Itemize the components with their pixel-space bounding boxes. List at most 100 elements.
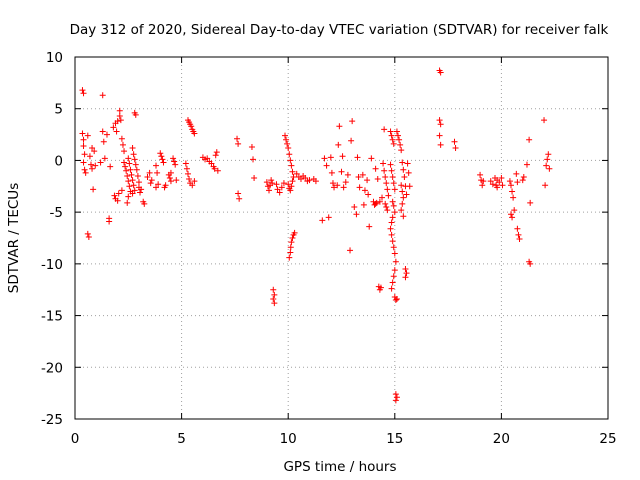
data-point — [399, 200, 406, 207]
data-point — [80, 142, 87, 149]
data-point — [402, 266, 409, 273]
data-point — [130, 182, 137, 189]
data-point — [406, 183, 413, 190]
data-point — [392, 258, 399, 265]
data-point — [138, 186, 145, 193]
data-point — [117, 117, 124, 124]
data-point — [349, 118, 356, 125]
data-point — [137, 189, 144, 196]
data-point — [323, 162, 330, 169]
data-point — [235, 190, 242, 197]
data-point — [354, 154, 361, 161]
data-point — [208, 160, 215, 167]
data-point — [103, 131, 110, 138]
data-point — [90, 186, 97, 193]
data-point — [389, 173, 396, 180]
data-point — [99, 92, 106, 99]
data-point — [130, 151, 137, 158]
data-point — [355, 173, 362, 180]
data-point — [148, 177, 155, 184]
data-point — [388, 285, 395, 292]
data-point — [513, 170, 520, 177]
data-point — [391, 209, 398, 216]
data-point — [336, 123, 343, 130]
data-point — [126, 183, 133, 190]
data-point — [325, 214, 332, 221]
data-point — [393, 128, 400, 135]
data-point — [297, 176, 304, 183]
data-point — [397, 141, 404, 148]
data-point — [381, 167, 388, 174]
data-point — [437, 141, 444, 148]
data-point — [119, 141, 126, 148]
data-point — [329, 180, 336, 187]
data-point — [507, 182, 514, 189]
axis-ticks — [74, 56, 609, 420]
x-tick-label: 20 — [493, 431, 510, 447]
data-point — [278, 184, 285, 191]
data-point — [290, 173, 297, 180]
data-point — [331, 184, 338, 191]
data-point — [338, 168, 345, 175]
data-point — [115, 190, 122, 197]
data-point — [384, 207, 391, 214]
data-point — [250, 156, 257, 163]
data-point — [153, 162, 160, 169]
data-point — [287, 157, 294, 164]
data-point — [114, 197, 121, 204]
data-point — [393, 296, 400, 303]
data-point — [479, 182, 486, 189]
data-point — [133, 166, 140, 173]
data-point — [251, 175, 258, 182]
data-point — [389, 238, 396, 245]
data-point — [144, 173, 151, 180]
data-point — [173, 177, 180, 184]
data-point — [285, 181, 292, 188]
data-point — [390, 244, 397, 251]
data-point — [147, 180, 154, 187]
data-point — [273, 181, 280, 188]
data-point — [437, 121, 444, 128]
data-point — [383, 203, 390, 210]
data-point — [125, 178, 132, 185]
data-point — [400, 166, 407, 173]
data-point — [403, 270, 410, 277]
data-point — [86, 153, 93, 160]
data-point — [122, 163, 129, 170]
data-point — [511, 207, 518, 214]
data-point — [380, 160, 387, 167]
data-point — [153, 184, 160, 191]
data-point — [401, 173, 408, 180]
data-point — [436, 132, 443, 139]
data-point — [291, 229, 298, 236]
data-point — [167, 178, 174, 185]
data-point — [398, 182, 405, 189]
data-point — [405, 169, 412, 176]
data-point — [391, 267, 398, 274]
data-point — [516, 236, 523, 243]
data-point — [328, 169, 335, 176]
data-point — [327, 154, 334, 161]
data-point — [287, 187, 294, 194]
data-point — [172, 161, 179, 168]
data-point — [183, 165, 190, 172]
data-point — [499, 182, 506, 189]
data-point — [302, 175, 309, 182]
data-point — [285, 145, 292, 152]
y-tick-label: -15 — [41, 309, 63, 325]
data-point — [400, 213, 407, 220]
data-point — [351, 203, 358, 210]
data-point — [283, 136, 290, 143]
data-point — [159, 156, 166, 163]
y-tick-label: 5 — [54, 102, 63, 118]
data-point — [477, 171, 484, 178]
data-point — [158, 153, 165, 160]
data-point — [388, 132, 395, 139]
data-point — [118, 135, 125, 142]
data-point — [372, 165, 379, 172]
grid-lines — [75, 57, 608, 419]
data-points — [79, 67, 553, 404]
data-point — [236, 195, 243, 202]
data-point — [80, 90, 87, 97]
data-point — [110, 124, 117, 131]
